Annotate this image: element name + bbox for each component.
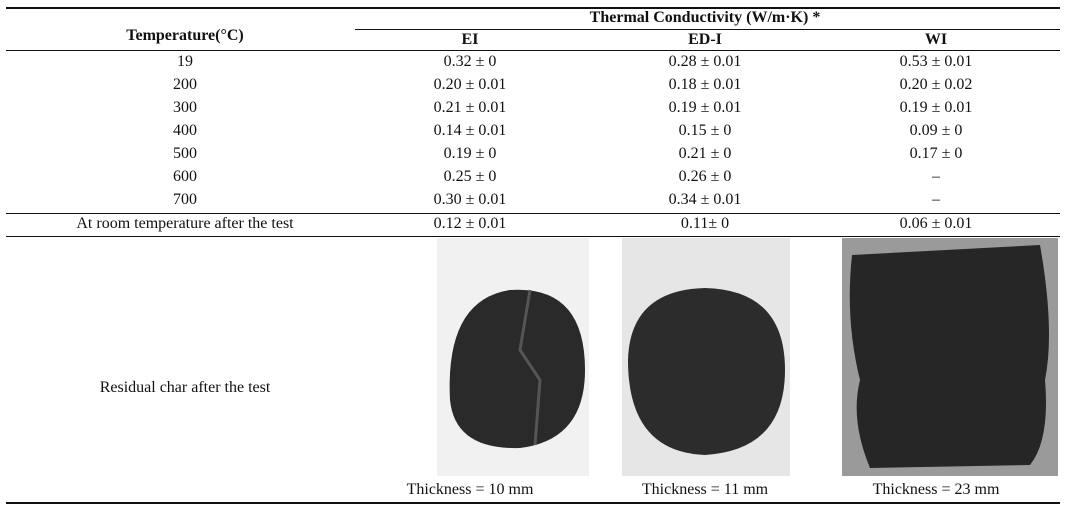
row-rule xyxy=(6,236,1060,237)
cell: 0.15 ± 0 xyxy=(678,122,732,139)
cell: 0.06 ± 0.01 xyxy=(899,215,973,232)
column-header: WI xyxy=(924,31,948,48)
column-header: EI xyxy=(461,31,479,48)
cell: 0.18 ± 0.01 xyxy=(668,76,742,93)
row-label: 200 xyxy=(173,76,197,93)
row-label: 300 xyxy=(173,99,197,116)
column-header: ED-I xyxy=(688,31,722,48)
cell: 0.11± 0 xyxy=(680,215,730,232)
group-rule xyxy=(355,29,1060,30)
bottom-rule xyxy=(6,502,1060,504)
row-rule xyxy=(6,213,1060,214)
cell: 0.20 ± 0.01 xyxy=(433,76,507,93)
row-label: At room temperature after the test xyxy=(76,215,294,232)
row-label: 700 xyxy=(173,191,197,208)
header-rule xyxy=(6,50,1060,51)
cell: 0.28 ± 0.01 xyxy=(668,53,742,70)
cell: – xyxy=(932,168,940,185)
cell: 0.30 ± 0.01 xyxy=(433,191,507,208)
top-rule xyxy=(6,7,1060,9)
row-label: 400 xyxy=(173,122,197,139)
cell: 0.53 ± 0.01 xyxy=(899,53,973,70)
caption: Thickness = 23 mm xyxy=(872,481,1000,498)
header-row-label: Temperature(°C) xyxy=(126,27,244,44)
cell: 0.25 ± 0 xyxy=(443,168,497,185)
cell: 0.19 ± 0.01 xyxy=(668,99,742,116)
header-group: Thermal Conductivity (W/m·K) * xyxy=(589,9,821,26)
caption: Thickness = 11 mm xyxy=(641,481,769,498)
cell: 0.21 ± 0 xyxy=(678,145,732,162)
cell: 0.21 ± 0.01 xyxy=(433,99,507,116)
cell: 0.19 ± 0 xyxy=(443,145,497,162)
caption: Thickness = 10 mm xyxy=(406,481,534,498)
cell: 0.12 ± 0.01 xyxy=(433,215,507,232)
row-label: 500 xyxy=(173,145,197,162)
crack xyxy=(518,289,542,446)
cell: 0.20 ± 0.02 xyxy=(899,76,973,93)
cell: 0.32 ± 0 xyxy=(443,53,497,70)
row-label: 600 xyxy=(173,168,197,185)
row-label: Residual char after the test xyxy=(99,379,271,396)
cell: 0.26 ± 0 xyxy=(678,168,732,185)
char-sample xyxy=(628,288,785,455)
cell: 0.14 ± 0.01 xyxy=(433,122,507,139)
cell: 0.17 ± 0 xyxy=(909,145,963,162)
cell: 0.09 ± 0 xyxy=(909,122,963,139)
char-sample xyxy=(849,245,1049,468)
row-label: 19 xyxy=(177,53,193,70)
cell: – xyxy=(932,191,940,208)
char-sample xyxy=(449,289,585,449)
cell: 0.34 ± 0.01 xyxy=(668,191,742,208)
cell: 0.19 ± 0.01 xyxy=(899,99,973,116)
